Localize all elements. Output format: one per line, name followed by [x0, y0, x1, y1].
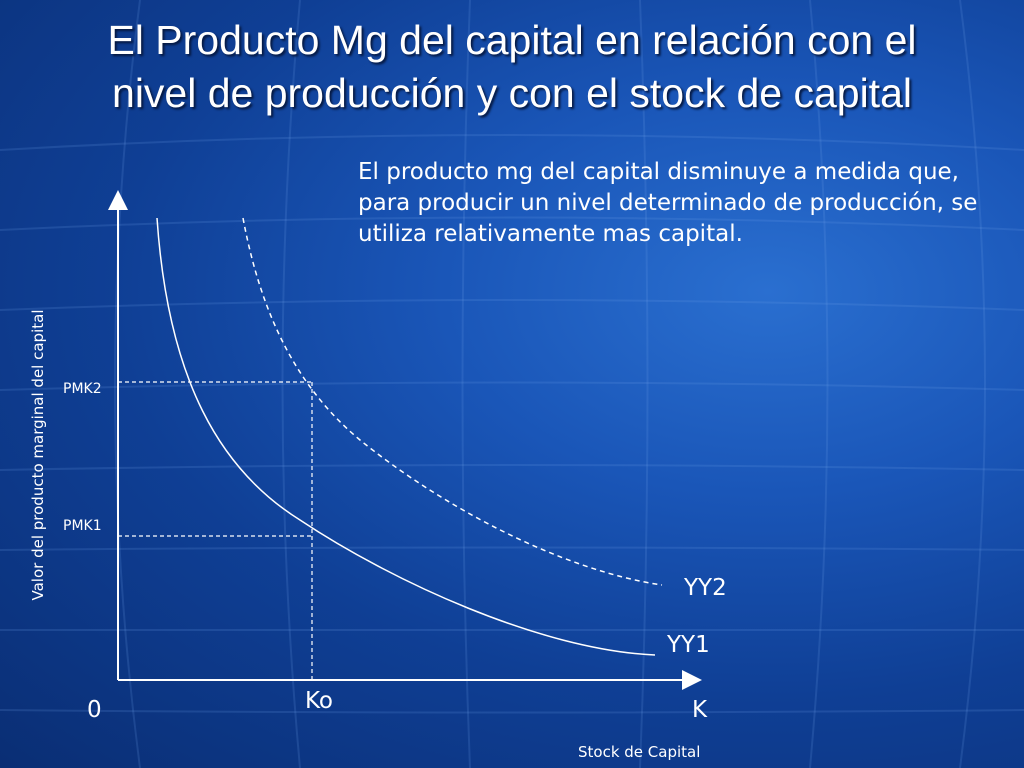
k-axis-end-label: K — [692, 697, 708, 723]
y-axis-label: Valor del producto marginal del capital — [29, 309, 47, 601]
curve-yy1 — [156, 217, 656, 656]
slide-title: El Producto Mg del capital en relación c… — [0, 14, 1024, 120]
x-axis-label: Stock de Capital — [578, 743, 701, 761]
pmk2-label: PMK2 — [63, 381, 102, 397]
pmk1-label: PMK1 — [63, 518, 102, 534]
ko-label: Ko — [305, 688, 334, 714]
curve-yy2 — [242, 217, 663, 586]
curve-yy2-label: YY2 — [684, 575, 727, 601]
slide-description: El producto mg del capital disminuye a m… — [358, 159, 978, 247]
origin-label: 0 — [87, 697, 102, 723]
curve-yy1-label: YY1 — [667, 632, 710, 658]
title-line-1: El Producto Mg del capital en relación c… — [107, 17, 917, 63]
title-line-2: nivel de producción y con el stock de ca… — [112, 70, 912, 116]
